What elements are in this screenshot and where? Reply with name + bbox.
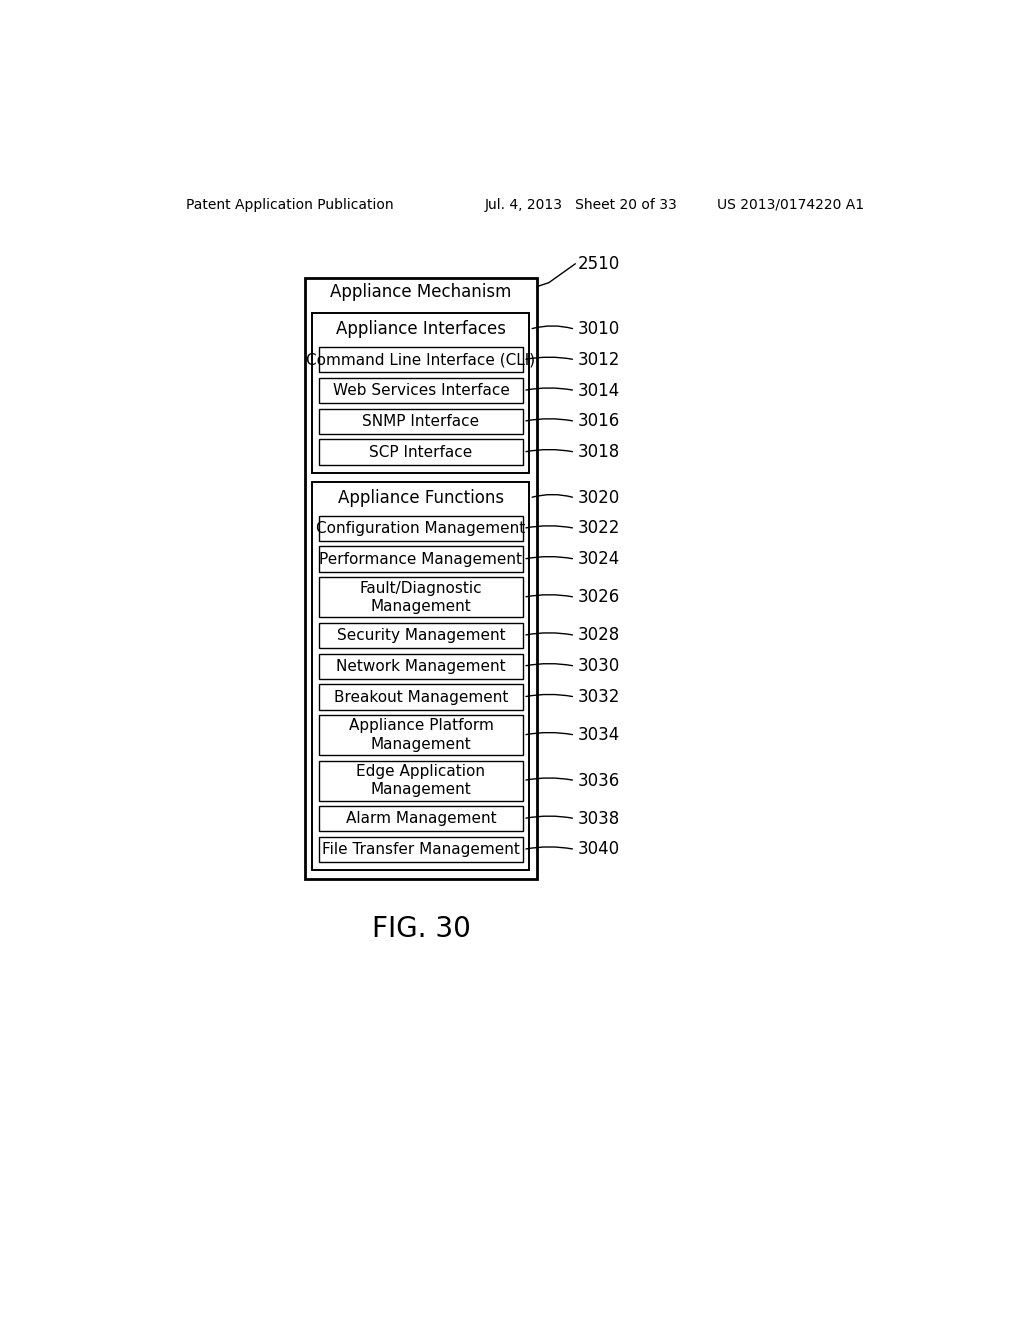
Bar [318,516,523,541]
Text: Appliance Functions: Appliance Functions [338,488,504,507]
Text: 3034: 3034 [578,726,620,744]
Text: 3016: 3016 [578,412,620,430]
Bar [312,313,529,473]
Bar [318,623,523,648]
Text: 2510: 2510 [578,255,620,273]
Text: 3026: 3026 [578,589,620,606]
Text: 3030: 3030 [578,657,620,676]
Bar [318,837,523,862]
Text: 3036: 3036 [578,772,620,789]
Text: Security Management: Security Management [337,628,505,643]
Text: US 2013/0174220 A1: US 2013/0174220 A1 [717,198,864,211]
Text: SCP Interface: SCP Interface [370,445,472,459]
Bar [318,577,523,618]
Bar [312,482,529,870]
Bar [305,277,538,879]
Text: Fault/Diagnostic
Management: Fault/Diagnostic Management [359,581,482,614]
Bar [318,760,523,800]
Text: Breakout Management: Breakout Management [334,689,508,705]
Text: SNMP Interface: SNMP Interface [362,414,479,429]
Bar [318,409,523,434]
Text: 3020: 3020 [578,488,620,507]
Text: Jul. 4, 2013   Sheet 20 of 33: Jul. 4, 2013 Sheet 20 of 33 [484,198,677,211]
Bar [318,684,523,710]
Text: 3032: 3032 [578,688,620,706]
Text: Configuration Management: Configuration Management [316,521,525,536]
Text: Appliance Mechanism: Appliance Mechanism [331,284,512,301]
Text: FIG. 30: FIG. 30 [372,915,470,944]
Text: Network Management: Network Management [336,659,506,673]
Text: Edge Application
Management: Edge Application Management [356,764,485,797]
Text: Alarm Management: Alarm Management [346,812,497,826]
Text: Performance Management: Performance Management [319,552,522,566]
Text: 3038: 3038 [578,809,620,828]
Text: Appliance Interfaces: Appliance Interfaces [336,321,506,338]
Text: Patent Application Publication: Patent Application Publication [186,198,394,211]
Bar [318,807,523,832]
Bar [318,715,523,755]
Text: File Transfer Management: File Transfer Management [322,842,520,857]
Text: 3024: 3024 [578,550,620,568]
Bar [318,653,523,678]
Text: 3014: 3014 [578,381,620,400]
Text: 3028: 3028 [578,627,620,644]
Bar [318,378,523,404]
Bar [318,440,523,465]
Text: 3022: 3022 [578,519,620,537]
Text: 3012: 3012 [578,351,620,368]
Bar [318,546,523,572]
Text: 3018: 3018 [578,444,620,461]
Bar [318,347,523,372]
Text: Web Services Interface: Web Services Interface [333,383,509,399]
Text: 3010: 3010 [578,321,620,338]
Text: Command Line Interface (CLI): Command Line Interface (CLI) [306,352,536,367]
Text: Appliance Platform
Management: Appliance Platform Management [348,718,494,752]
Text: 3040: 3040 [578,841,620,858]
